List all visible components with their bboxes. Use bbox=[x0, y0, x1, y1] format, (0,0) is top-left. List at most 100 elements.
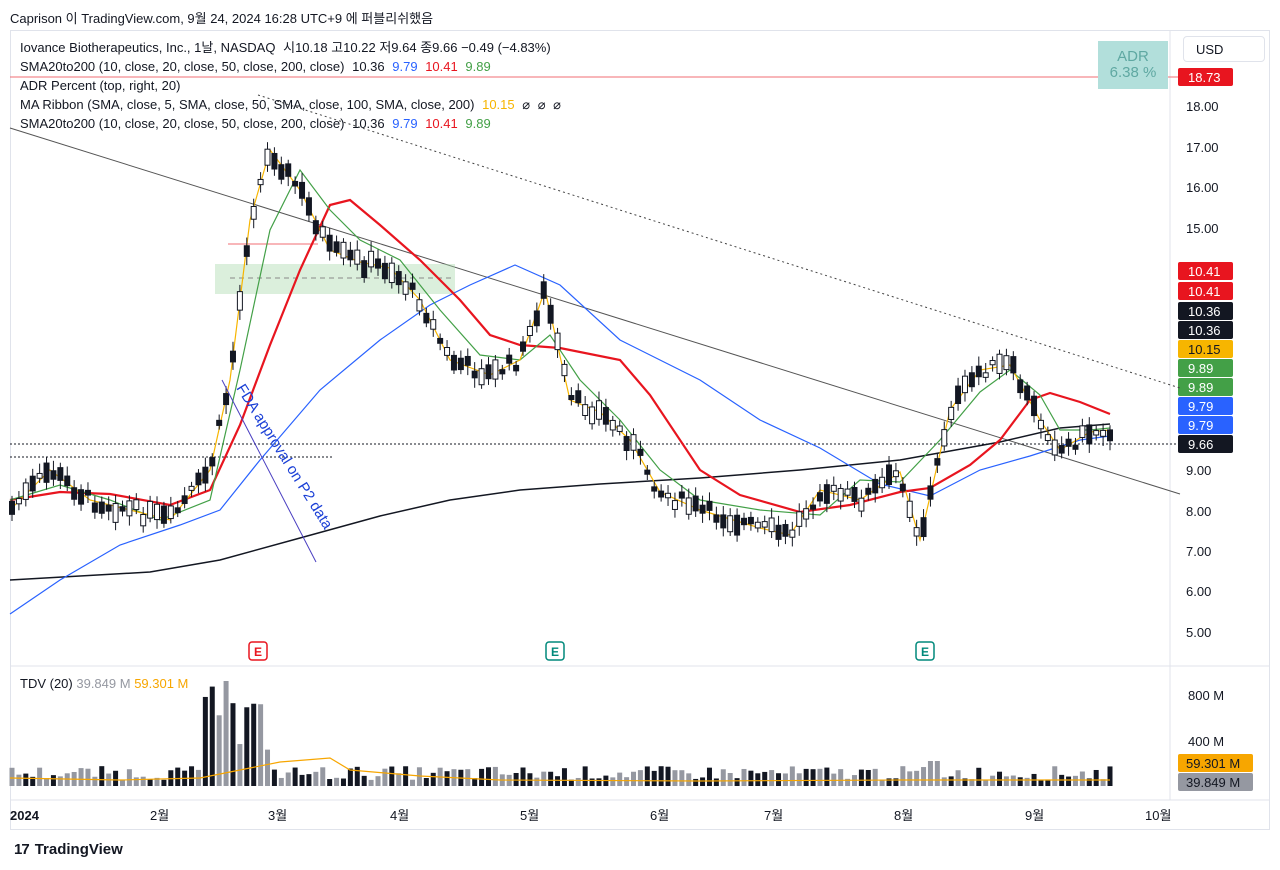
candle-body bbox=[195, 472, 202, 486]
candle-body bbox=[858, 497, 865, 512]
volume-bar bbox=[651, 770, 657, 786]
volume-bar bbox=[990, 775, 996, 786]
volume-bar bbox=[921, 767, 927, 786]
candle-body bbox=[948, 406, 955, 420]
chart-frame bbox=[10, 30, 1270, 830]
candle-body bbox=[340, 241, 347, 259]
price-label-bg bbox=[1178, 340, 1233, 358]
ma-line-red bbox=[9, 198, 1111, 514]
candle-body bbox=[188, 485, 195, 491]
tdv-legend[interactable]: TDV (20) 39.849 M 59.301 M bbox=[20, 676, 188, 691]
volume-bar bbox=[133, 777, 139, 786]
volume-bar bbox=[796, 773, 802, 786]
candle-body bbox=[706, 500, 713, 511]
candle-body bbox=[602, 407, 609, 425]
candle-body bbox=[1024, 385, 1031, 401]
candle-body bbox=[305, 197, 312, 216]
candle-body bbox=[250, 206, 257, 220]
volume-bar bbox=[631, 771, 637, 786]
volume-bar bbox=[78, 768, 84, 786]
candle-body bbox=[589, 406, 596, 425]
volume-bar bbox=[444, 771, 450, 786]
price-label: 18.73 bbox=[1188, 70, 1221, 85]
volume-bar bbox=[202, 696, 208, 786]
volume-bar bbox=[1017, 777, 1023, 786]
volume-bar bbox=[485, 767, 491, 786]
volume-bar bbox=[237, 744, 243, 786]
time-tick-label: 8월 bbox=[894, 808, 913, 823]
price-label-bg bbox=[1178, 397, 1233, 415]
volume-bar bbox=[396, 773, 402, 786]
volume-bar bbox=[1038, 779, 1044, 786]
volume-bar bbox=[271, 769, 277, 786]
volume-bar bbox=[113, 770, 119, 786]
volume-bar bbox=[382, 768, 388, 786]
tradingview-footer[interactable]: ⁠17 TradingView bbox=[14, 841, 123, 858]
candle-body bbox=[816, 492, 823, 502]
candle-body bbox=[361, 260, 368, 279]
candle-body bbox=[112, 503, 119, 523]
volume-bar bbox=[375, 776, 381, 786]
legend-sma2[interactable]: SMA20to200 (10, close, 20, close, 50, cl… bbox=[20, 114, 495, 133]
volume-bar bbox=[465, 769, 471, 786]
legend-adr[interactable]: ADR Percent (top, right, 20) bbox=[20, 76, 184, 95]
candle-body bbox=[57, 467, 64, 481]
candle-body bbox=[1093, 430, 1100, 436]
volume-bar bbox=[617, 772, 623, 786]
price-tick-label: 9.00 bbox=[1186, 463, 1211, 478]
volume-bar bbox=[755, 773, 761, 786]
candle-body bbox=[167, 505, 174, 520]
volume-bar bbox=[320, 767, 326, 786]
time-tick-label: 4월 bbox=[390, 808, 409, 823]
price-label: 10.36 bbox=[1188, 304, 1221, 319]
candle-body bbox=[644, 469, 651, 475]
candle-body bbox=[540, 281, 547, 299]
currency-button[interactable]: USD bbox=[1183, 36, 1265, 62]
volume-bar bbox=[1010, 775, 1016, 786]
volume-bar bbox=[955, 770, 961, 786]
volume-bar bbox=[941, 777, 947, 786]
volume-bar bbox=[223, 681, 229, 786]
volume-bar bbox=[99, 766, 105, 786]
volume-bar bbox=[403, 766, 409, 786]
volume-bar bbox=[541, 771, 547, 786]
candle-body bbox=[630, 434, 637, 451]
volume-bar bbox=[209, 686, 215, 786]
ribbon-val-3: ⌀ bbox=[537, 97, 546, 112]
candle-body bbox=[671, 500, 678, 510]
volume-bar bbox=[23, 773, 29, 786]
price-label: 10.15 bbox=[1188, 342, 1221, 357]
earnings-marker bbox=[545, 641, 565, 661]
tdv-value-2: 59.301 M bbox=[134, 676, 189, 691]
candle-body bbox=[989, 360, 996, 366]
volume-bar bbox=[589, 778, 595, 786]
sma-val-10: 10.36 bbox=[352, 59, 385, 74]
candle-body bbox=[968, 372, 975, 388]
candle-body bbox=[851, 487, 858, 502]
candle-body bbox=[941, 429, 948, 447]
price-label-bg bbox=[1178, 321, 1233, 339]
demand-zone bbox=[215, 264, 455, 294]
candle-body bbox=[381, 262, 388, 280]
legend-symbol[interactable]: Iovance Biotherapeutics, Inc., 1날, NASDA… bbox=[20, 38, 555, 57]
candle-body bbox=[430, 319, 437, 330]
volume-bar bbox=[824, 767, 830, 786]
volume-bar bbox=[410, 779, 416, 786]
legend-ribbon[interactable]: MA Ribbon (SMA, close, 5, SMA, close, 50… bbox=[20, 95, 565, 114]
candle-body bbox=[747, 516, 754, 525]
candle-body bbox=[623, 436, 630, 452]
candle-body bbox=[257, 178, 264, 186]
legend-sma1[interactable]: SMA20to200 (10, close, 20, close, 50, cl… bbox=[20, 57, 495, 76]
candle-body bbox=[865, 487, 872, 495]
volume-bar bbox=[50, 775, 56, 786]
candle-body bbox=[554, 332, 561, 351]
candle-body bbox=[720, 514, 727, 529]
candle-body bbox=[1072, 444, 1079, 450]
volume-bar bbox=[147, 779, 153, 786]
price-label-bg bbox=[1178, 262, 1233, 280]
candle-body bbox=[416, 299, 423, 312]
volume-bar bbox=[92, 776, 98, 786]
candle-body bbox=[160, 505, 167, 524]
candle-body bbox=[71, 487, 78, 500]
